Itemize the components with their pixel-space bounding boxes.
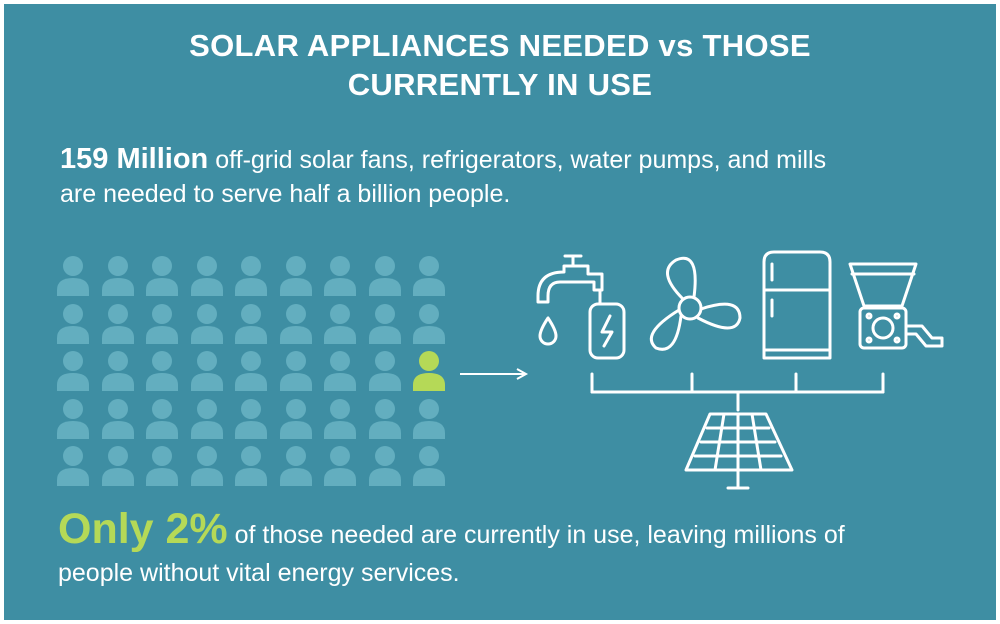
person-icon <box>190 446 223 486</box>
person-icon <box>190 351 223 391</box>
person-icon <box>279 398 312 439</box>
needed-text-1: off-grid solar fans, refrigerators, wate… <box>215 146 827 174</box>
person-icon <box>146 303 178 344</box>
person-icon <box>235 398 267 439</box>
person-icon <box>279 303 312 344</box>
in-use-text-1: of those needed are currently in use, le… <box>234 521 845 549</box>
needed-text-2: are needed to serve half a billion peopl… <box>60 180 511 208</box>
person-icon <box>413 446 445 486</box>
mill-icon <box>848 262 944 350</box>
person-icon <box>235 256 267 296</box>
in-use-line-1: Only 2% of those needed are currently in… <box>58 508 958 554</box>
needed-highlight: 159 Million <box>60 143 209 175</box>
person-icon <box>101 446 134 486</box>
person-icon <box>235 303 267 344</box>
person-icon <box>190 303 223 344</box>
needed-line-1: 159 Million off-grid solar fans, refrige… <box>60 142 960 177</box>
person-icon <box>324 398 356 439</box>
person-icon <box>235 351 267 391</box>
person-icon <box>235 446 267 486</box>
in-use-text-2: people without vital energy services. <box>58 559 460 587</box>
page-title: SOLAR APPLIANCES NEEDED vs THOSE CURRENT… <box>0 26 1000 104</box>
person-icon <box>279 446 312 486</box>
person-icon <box>368 446 401 486</box>
person-icon <box>324 446 356 486</box>
in-use-highlight: Only 2% <box>58 505 228 553</box>
needed-statistic: 159 Million off-grid solar fans, refrige… <box>60 142 960 211</box>
person-icon <box>324 256 356 296</box>
person-icon <box>146 398 178 439</box>
person-icon <box>368 351 401 391</box>
person-icon <box>368 398 401 439</box>
person-icon <box>146 256 178 296</box>
person-icon <box>279 256 312 296</box>
person-icon <box>413 398 445 439</box>
person-icon <box>101 256 134 296</box>
person-icon <box>146 446 178 486</box>
person-icon <box>190 256 223 296</box>
person-icon <box>146 351 178 391</box>
water-pump-icon <box>536 254 626 360</box>
refrigerator-icon <box>762 250 832 360</box>
person-icon <box>324 303 356 344</box>
arrow-right-icon <box>460 368 529 380</box>
person-icon <box>101 398 134 439</box>
title-line-1: SOLAR APPLIANCES NEEDED vs THOSE <box>189 28 811 63</box>
person-icon <box>57 256 89 296</box>
person-icon <box>101 351 134 391</box>
person-icon <box>279 351 312 391</box>
person-icon <box>57 351 89 391</box>
person-icon <box>368 256 401 296</box>
person-icon-highlighted <box>413 351 445 391</box>
person-icon <box>413 303 445 344</box>
person-icon <box>324 351 356 391</box>
person-icon <box>190 398 223 439</box>
in-use-statistic: Only 2% of those needed are currently in… <box>58 508 958 592</box>
connector-lines <box>590 372 885 412</box>
title-line-2: CURRENTLY IN USE <box>347 67 653 102</box>
solar-panel-icon <box>684 412 794 490</box>
person-icon <box>57 446 89 486</box>
appliances-diagram <box>536 250 944 490</box>
person-icon <box>57 303 89 344</box>
people-grid <box>55 254 455 494</box>
fan-icon <box>649 256 742 351</box>
person-icon <box>413 256 445 296</box>
person-icon <box>368 303 401 344</box>
person-icon <box>57 398 89 439</box>
person-icon <box>101 303 134 344</box>
